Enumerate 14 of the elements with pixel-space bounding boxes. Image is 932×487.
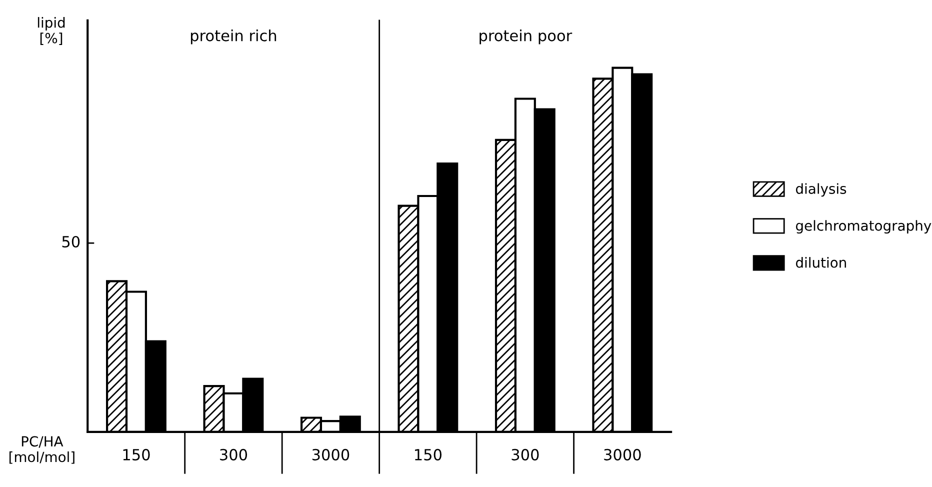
text: 50 xyxy=(62,236,80,248)
x-tick-label: 300 xyxy=(512,448,539,460)
x-tick-label: 3000 xyxy=(604,448,641,460)
x-tick-label: 3000 xyxy=(312,448,350,460)
legend-label: dialysis xyxy=(796,183,846,197)
x-tick-label: 300 xyxy=(220,448,248,460)
x-tick-label: 150 xyxy=(123,448,150,460)
x-axis-title: PC/HA [mol/mol] xyxy=(9,436,74,464)
text: protein rich xyxy=(190,30,276,44)
legend-label: dilution xyxy=(796,257,846,268)
x-tick-label: 150 xyxy=(415,448,442,460)
text: protein poor xyxy=(480,30,572,44)
y-axis-title: lipid [%] xyxy=(38,17,65,45)
legend-label: gelchromatography xyxy=(796,220,932,234)
